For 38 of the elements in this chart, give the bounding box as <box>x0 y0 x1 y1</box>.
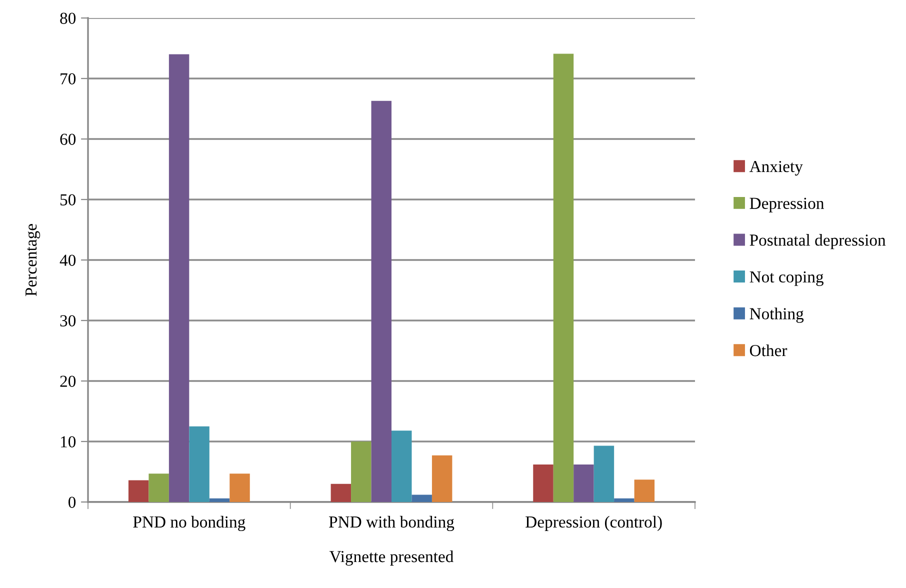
legend-label: Nothing <box>750 308 804 323</box>
bar <box>371 100 392 502</box>
bar <box>230 474 250 502</box>
legend-label: Anxiety <box>749 160 803 176</box>
bar <box>128 480 149 502</box>
y-tick-label: 30 <box>60 315 76 326</box>
bar <box>432 455 452 502</box>
bar <box>614 498 634 502</box>
y-tick-label: 70 <box>60 73 76 84</box>
y-tick-label: 80 <box>60 12 76 24</box>
y-tick-label: 60 <box>60 134 76 145</box>
y-tick-label: 40 <box>60 254 76 266</box>
bar <box>351 442 372 502</box>
y-tick-label: 0 <box>68 496 76 508</box>
legend-label: Not coping <box>750 271 824 286</box>
bar <box>574 464 594 502</box>
bar <box>209 498 230 502</box>
y-axis-title: Percentage <box>26 224 40 296</box>
bar <box>634 480 655 502</box>
bar <box>330 484 352 502</box>
bar <box>553 54 574 502</box>
legend-label: Postnatal depression <box>750 234 886 250</box>
bar <box>148 474 169 502</box>
y-tick-label: 50 <box>60 194 76 206</box>
x-tick-label: Depression (control) <box>526 516 662 532</box>
y-tick-label: 10 <box>60 436 76 448</box>
legend-label: Other <box>750 344 788 356</box>
bar <box>392 430 412 502</box>
bar <box>168 54 190 502</box>
y-tick-label: 20 <box>60 376 76 387</box>
legend-label: Depression <box>750 198 824 212</box>
bar <box>412 494 432 502</box>
x-axis-title: Vignette presented <box>329 550 454 566</box>
x-tick-label: PND with bonding <box>329 516 454 532</box>
bar <box>533 464 554 502</box>
x-tick-label: PND no bonding <box>133 516 246 532</box>
bar <box>189 426 210 502</box>
bar <box>594 446 614 502</box>
